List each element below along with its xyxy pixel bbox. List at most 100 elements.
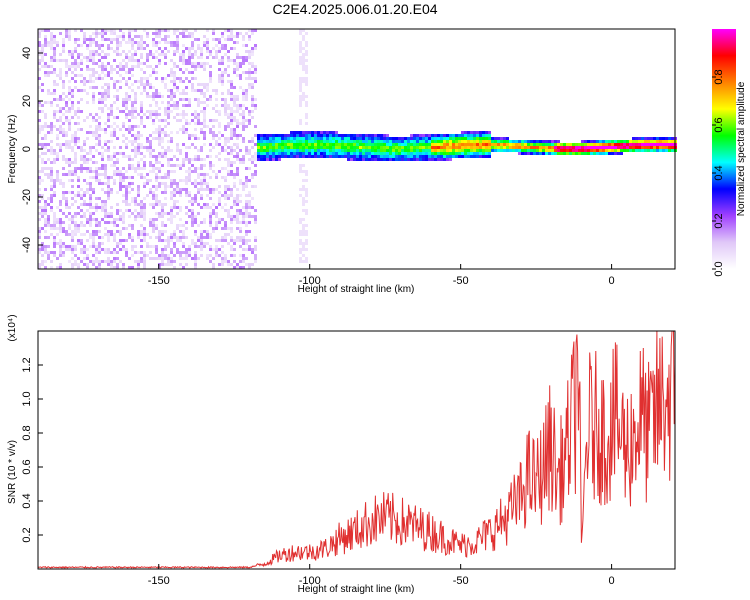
spectrogram-cell [62, 50, 65, 53]
spectrogram-cell [572, 143, 575, 146]
spectrogram-cell [194, 77, 197, 80]
spectrogram-cell [164, 131, 167, 134]
spectrogram-cell [86, 158, 89, 161]
spectrogram-cell [203, 158, 206, 161]
spectrogram-cell [89, 35, 92, 38]
spectrogram-cell [50, 122, 53, 125]
spectrogram-cell [362, 158, 365, 161]
spectrogram-cell [248, 152, 251, 155]
spectrogram-cell [188, 209, 191, 212]
spectrogram-cell [197, 212, 200, 215]
spectrogram-cell [197, 62, 200, 65]
spectrogram-cell [41, 215, 44, 218]
spectrogram-cell [107, 86, 110, 89]
spectrogram-cell [83, 233, 86, 236]
spectrogram-cell [389, 140, 392, 143]
spectrogram-cell [116, 242, 119, 245]
spectrogram-cell [155, 155, 158, 158]
spectrogram-cell [185, 194, 188, 197]
spectrogram-cell [92, 260, 95, 263]
spectrogram-cell [452, 152, 455, 155]
spectrogram-cell [176, 119, 179, 122]
spectrogram-cell [92, 242, 95, 245]
spectrogram-cell [197, 176, 200, 179]
spectrogram-cell [50, 200, 53, 203]
spectrogram-cell [125, 197, 128, 200]
spectrogram-cell [314, 131, 317, 134]
spectrogram-cell [95, 53, 98, 56]
spectrogram-cell [194, 233, 197, 236]
spectrogram-cell [62, 173, 65, 176]
spectrogram-cell [149, 74, 152, 77]
spectrogram-cell [569, 146, 572, 149]
spectrogram-cell [248, 77, 251, 80]
spectrogram-cell [254, 158, 257, 161]
spectrogram-cell [314, 137, 317, 140]
spectrogram-cell [218, 131, 221, 134]
spectrogram-cell [227, 125, 230, 128]
spectrogram-cell [122, 263, 125, 266]
spectrogram-cell [401, 155, 404, 158]
spectrogram-cell [56, 41, 59, 44]
spectrogram-cell [389, 155, 392, 158]
spectrogram-cell [224, 188, 227, 191]
spectrogram-cell [131, 224, 134, 227]
spectrogram-cell [377, 137, 380, 140]
spectrogram-cell [158, 215, 161, 218]
colorbar-tick-label: 0.2 [713, 213, 725, 228]
spectrogram-cell [302, 218, 305, 221]
spectrogram-cell [41, 152, 44, 155]
spectrogram-cell [227, 227, 230, 230]
spectrogram-cell [68, 119, 71, 122]
spectrogram-cell [254, 185, 257, 188]
spectrogram-cell [107, 191, 110, 194]
spectrogram-cell [95, 86, 98, 89]
spectrogram-cell [374, 134, 377, 137]
spectrogram-cell [260, 140, 263, 143]
spectrogram-cell [62, 251, 65, 254]
spectrogram-cell [167, 110, 170, 113]
spectrogram-cell [539, 140, 542, 143]
spectrogram-cell [92, 62, 95, 65]
spectrogram-cell [128, 257, 131, 260]
spectrogram-cell [257, 143, 260, 146]
spectrogram-cell [137, 152, 140, 155]
spectrogram-cell [431, 143, 434, 146]
spectrogram-cell [71, 56, 74, 59]
spectrogram-cell [47, 125, 50, 128]
spectrogram-cell [299, 89, 302, 92]
spectrogram-cell [209, 71, 212, 74]
spectrogram-cell [548, 152, 551, 155]
spectrogram-cell [152, 119, 155, 122]
spectrogram-cell [581, 152, 584, 155]
spectrogram-cell [173, 194, 176, 197]
spectrogram-cell [305, 170, 308, 173]
spectrogram-cell [185, 263, 188, 266]
spectrogram-cell [356, 143, 359, 146]
spectrogram-cell [71, 230, 74, 233]
spectrogram-cell [119, 86, 122, 89]
spectrogram-cell [419, 143, 422, 146]
spectrogram-cell [104, 173, 107, 176]
spectrogram-cell [65, 203, 68, 206]
spectrogram-cell [233, 128, 236, 131]
spectrogram-cell [89, 131, 92, 134]
spectrogram-cell [464, 131, 467, 134]
spectrogram-cell [212, 230, 215, 233]
spectrogram-cell [86, 254, 89, 257]
spectrogram-cell [107, 251, 110, 254]
spectrogram-cell [140, 68, 143, 71]
spectrogram-cell [137, 164, 140, 167]
spectrogram-cell [152, 92, 155, 95]
spectrogram-cell [254, 248, 257, 251]
spectrogram-cell [533, 149, 536, 152]
spectrogram-cell [44, 152, 47, 155]
spectrogram-cell [41, 206, 44, 209]
spectrogram-cell [101, 209, 104, 212]
spectrogram-cell [212, 257, 215, 260]
spectrogram-cell [161, 203, 164, 206]
spectrogram-cell [176, 164, 179, 167]
spectrogram-cell [233, 266, 236, 269]
spectrogram-cell [101, 38, 104, 41]
spectrogram-cell [47, 41, 50, 44]
